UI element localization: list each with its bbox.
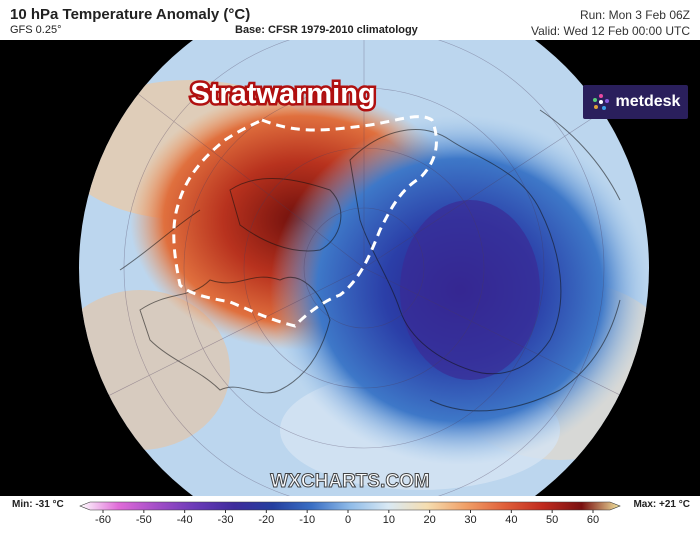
legend-tick-label: -30: [217, 514, 234, 526]
legend-tick-label: -60: [95, 514, 111, 526]
legend-tick-label: 50: [546, 514, 559, 526]
legend-tick-label: 0: [344, 514, 352, 526]
chart-title: 10 hPa Temperature Anomaly (°C): [10, 6, 251, 23]
valid-label: Valid: Wed 12 Feb 00:00 UTC: [531, 24, 690, 38]
metdesk-logo[interactable]: metdesk: [583, 85, 688, 119]
legend-max-label: Max: +21 °C: [633, 499, 690, 510]
legend-tick-label: -20: [258, 514, 275, 526]
legend-tick-label: 10: [382, 514, 395, 526]
metdesk-logo-icon: [592, 94, 609, 110]
polar-map: Stratwarming WXCHARTS.COM: [79, 40, 649, 496]
stratwarming-label: Stratwarming: [190, 78, 375, 110]
legend-tick-label: 40: [505, 514, 518, 526]
chart-header: 10 hPa Temperature Anomaly (°C) GFS 0.25…: [0, 0, 700, 40]
legend-colorbar: [79, 501, 621, 513]
watermark: WXCHARTS.COM: [270, 471, 429, 492]
legend-tick-label: -50: [135, 514, 152, 526]
run-label: Run: Mon 3 Feb 06Z: [579, 8, 690, 22]
legend-tick-label: 20: [423, 514, 436, 526]
legend-tick-label: 30: [464, 514, 477, 526]
legend-gradient-bar: [79, 501, 621, 511]
base-label: Base: CFSR 1979-2010 climatology: [235, 24, 418, 36]
model-label: GFS 0.25°: [10, 24, 62, 36]
metdesk-brand-name: metdesk: [615, 93, 681, 110]
legend-tick-label: -10: [299, 514, 316, 526]
legend-tick-label: -40: [176, 514, 193, 526]
legend-tick-label: 60: [586, 514, 600, 526]
color-legend: Min: -31 °C Max: +21 °C -60 -50 -40 -30 -20 -…: [0, 496, 700, 536]
map-panel: Stratwarming WXCHARTS.COM metdesk: [0, 40, 700, 496]
legend-min-label: Min: -31 °C: [12, 499, 64, 510]
